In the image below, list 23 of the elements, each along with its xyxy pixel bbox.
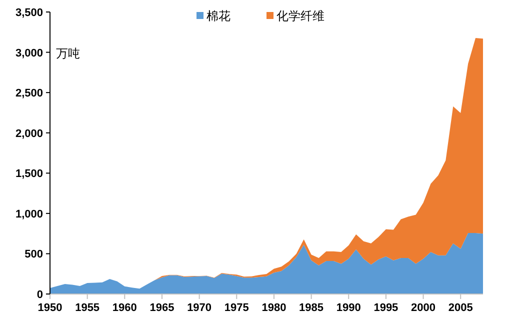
- x-tick-label: 2000: [411, 302, 436, 314]
- x-tick-label: 1980: [262, 302, 286, 314]
- x-tick-label: 1965: [150, 302, 174, 314]
- y-tick-label: 0: [36, 289, 43, 301]
- legend-label: 棉花: [206, 9, 230, 23]
- x-tick-label: 1955: [75, 302, 100, 314]
- x-tick-label: 2005: [448, 302, 473, 314]
- y-tick-label: 500: [24, 248, 43, 261]
- y-tick-label: 2,500: [15, 88, 43, 100]
- y-tick-label: 3,500: [15, 7, 43, 19]
- x-tick-label: 1995: [374, 302, 398, 314]
- x-tick-label: 1970: [187, 302, 212, 314]
- x-tick-label: 1960: [112, 302, 137, 314]
- x-tick-label: 1950: [38, 302, 62, 314]
- y-tick-label: 1,000: [15, 208, 43, 220]
- y-axis-title: 万吨: [56, 46, 80, 60]
- y-tick-label: 2,000: [15, 128, 43, 140]
- x-tick-label: 1975: [224, 302, 249, 314]
- legend-label: 化学纤维: [276, 9, 324, 23]
- x-tick-label: 1985: [299, 302, 324, 314]
- x-tick-label: 1990: [336, 302, 361, 314]
- y-tick-label: 1,500: [15, 168, 43, 180]
- y-tick-label: 3,000: [15, 47, 43, 60]
